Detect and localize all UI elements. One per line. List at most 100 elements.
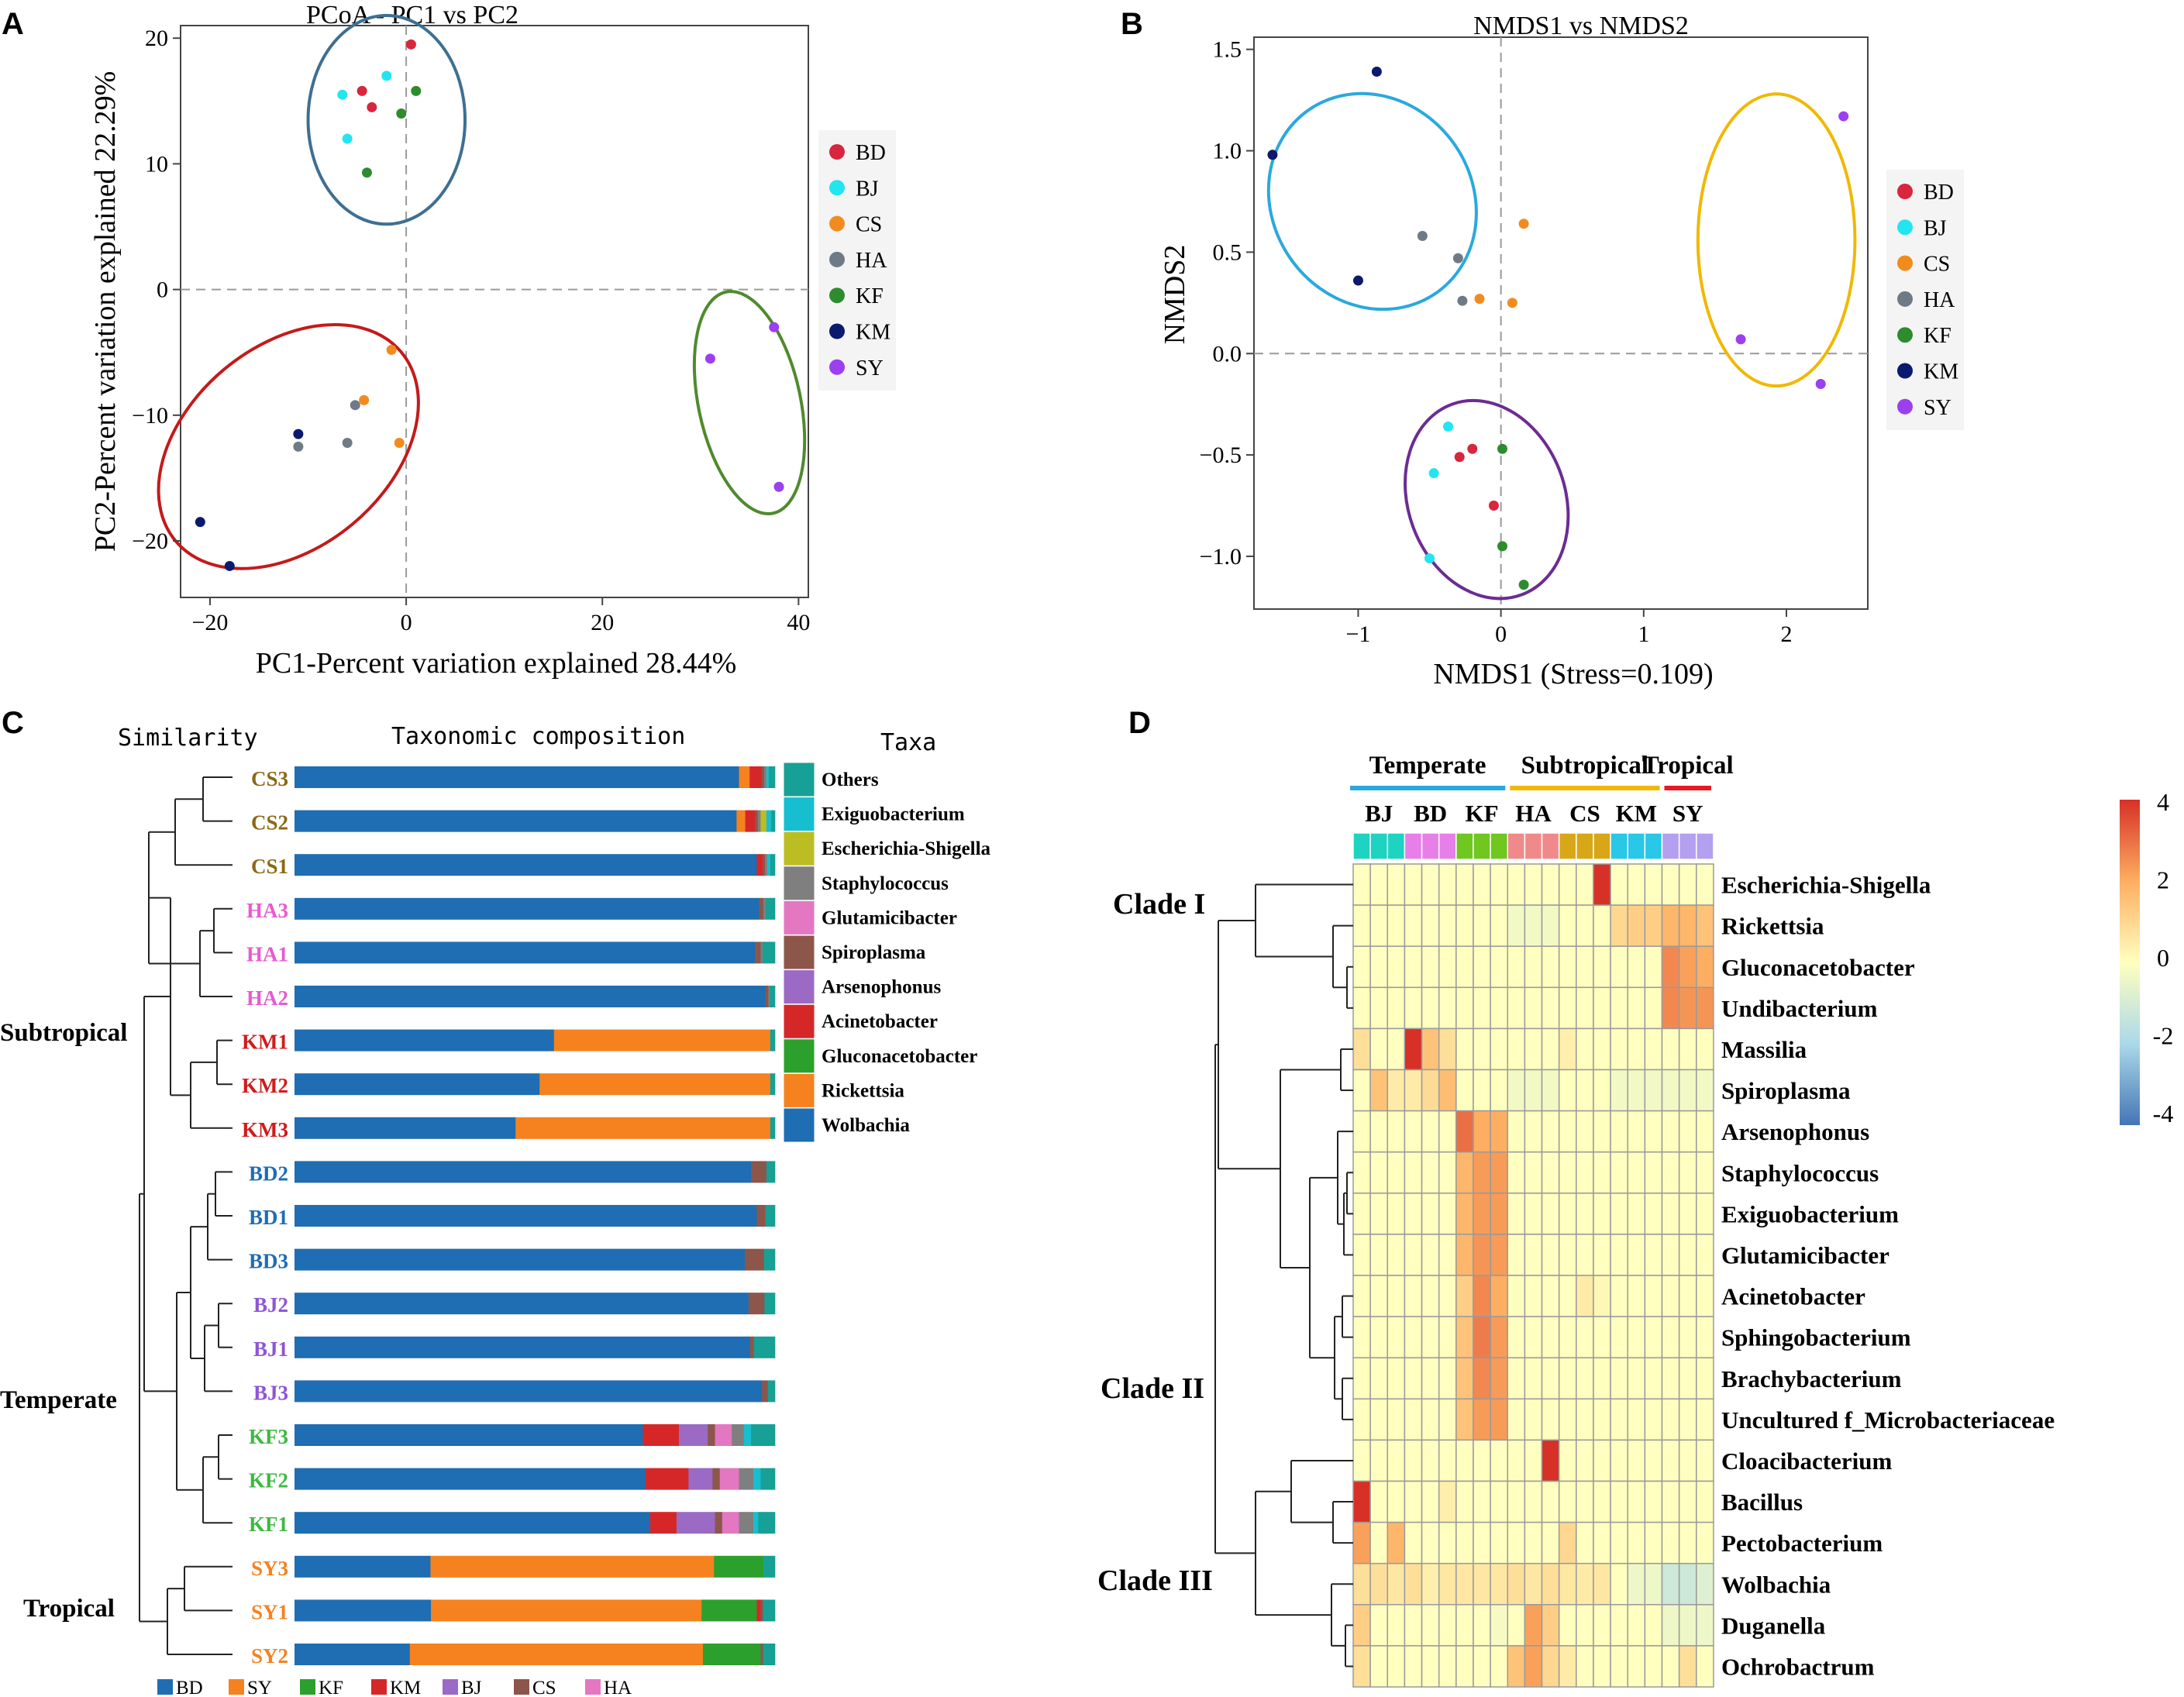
B-point-ha <box>1457 295 1468 306</box>
heatmap-cell <box>1593 1521 1611 1564</box>
heatmap-cell <box>1678 1480 1697 1523</box>
heatmap-cell <box>1507 1521 1526 1564</box>
heatmap-cell <box>1438 1562 1457 1606</box>
bar-segment-gluconacetobacter <box>703 1644 761 1665</box>
heatmap-cell <box>1352 1562 1371 1606</box>
bar-segment-spiroplasma <box>749 1336 755 1358</box>
group-legend-label-sy: SY <box>247 1678 272 1697</box>
B-y-tick-label: 0.5 <box>1213 239 1242 265</box>
heatmap-cell <box>1661 1275 1680 1317</box>
legend-label-ha: HA <box>1924 288 1955 312</box>
region-header-temperate: Temperate <box>1369 752 1486 780</box>
column-color-km <box>1627 832 1646 860</box>
pcoa-plot-frame <box>180 25 809 598</box>
sample-label-sy1: SY1 <box>251 1600 288 1623</box>
bar-segment-spiroplasma <box>751 1161 767 1183</box>
heatmap-cell <box>1696 904 1714 947</box>
bar-segment-rickettsia <box>553 1029 771 1052</box>
legend-key-kf <box>829 287 845 304</box>
bar-segment-acinetobacter <box>745 810 756 832</box>
bar-segment-others <box>770 1117 776 1139</box>
bar-segment-wolbachia <box>295 766 739 788</box>
bar-segment-others <box>764 1293 776 1315</box>
bar-segment-exiguobacterium <box>767 854 771 876</box>
heatmap-cell <box>1558 1027 1577 1071</box>
heatmap-cell <box>1696 1562 1714 1606</box>
group-legend-label-cs: CS <box>532 1678 556 1697</box>
bar-segment-wolbachia <box>295 854 757 876</box>
column-color-cs <box>1558 832 1577 860</box>
heatmap-cell <box>1369 986 1389 1030</box>
heatmap-cell <box>1369 1357 1389 1400</box>
heatmap-cell <box>1421 945 1440 989</box>
bar-segment-exiguobacterium <box>753 1512 759 1534</box>
heatmap-cell <box>1455 904 1474 947</box>
heatmap-cell <box>1473 1316 1491 1358</box>
heatmap-cell <box>1593 1357 1611 1400</box>
column-group-label-bj: BJ <box>1365 800 1393 827</box>
heatmap-cell <box>1627 1069 1646 1112</box>
heatmap-cell <box>1661 986 1680 1030</box>
legend-key-cs <box>1897 255 1913 271</box>
bar-segment-staphylococcus <box>757 810 761 832</box>
heatmap-cell <box>1610 1234 1628 1276</box>
heatmap-cell <box>1507 904 1526 947</box>
heatmap-cell <box>1438 1645 1457 1688</box>
A-point-ha <box>293 441 304 452</box>
heatmap-cell <box>1696 1521 1714 1564</box>
heatmap-cell <box>1421 1439 1440 1482</box>
B-group-ellipse <box>1404 398 1570 601</box>
heatmap-cell <box>1490 1398 1509 1441</box>
heatmap-cell <box>1352 1521 1371 1564</box>
heatmap-cell <box>1507 945 1526 989</box>
bar-segment-spiroplasma <box>760 1599 763 1622</box>
heatmap-cell <box>1541 986 1560 1030</box>
group-legend-label-ha: HA <box>604 1678 632 1697</box>
heatmap-cell <box>1644 1645 1663 1688</box>
heatmap-cell <box>1644 1234 1663 1276</box>
bar-segment-wolbachia <box>295 1161 752 1183</box>
taxa-header: Taxa <box>880 729 936 756</box>
legend-label-bd: BD <box>856 141 886 165</box>
heatmap-cell <box>1678 1193 1697 1235</box>
legend-label-bj: BJ <box>1924 216 1947 240</box>
heatmap-cell <box>1473 945 1491 989</box>
taxa-legend-label-spiroplasma: Spiroplasma <box>822 942 926 963</box>
B-y-tick-label: 1.5 <box>1213 37 1242 63</box>
heatmap-cell <box>1369 1439 1389 1482</box>
heatmap-cell <box>1369 1398 1389 1441</box>
bar-segment-wolbachia <box>295 1468 646 1490</box>
bar-segment-others <box>770 854 776 876</box>
A-y-tick-label: 10 <box>145 151 168 177</box>
heatmap-cell <box>1696 1316 1714 1358</box>
heatmap-cell <box>1644 1562 1663 1606</box>
heatmap-cell <box>1490 1562 1509 1606</box>
colorbar-tick-label: 4 <box>2157 788 2169 816</box>
heatmap-cell <box>1473 1562 1491 1606</box>
taxa-legend-label-gluconacetobacter: Gluconacetobacter <box>822 1046 977 1067</box>
B-point-bd <box>1488 501 1499 511</box>
heatmap-cell <box>1369 863 1389 906</box>
heatmap-row-label: Massilia <box>1721 1036 1807 1063</box>
heatmap-cell <box>1490 945 1509 989</box>
heatmap-cell <box>1387 1645 1406 1688</box>
heatmap-cell <box>1438 1604 1457 1647</box>
column-group-label-km: KM <box>1616 800 1657 827</box>
nmds-plot-frame <box>1253 36 1869 610</box>
heatmap-cell <box>1644 1316 1663 1358</box>
heatmap-cell <box>1644 904 1663 947</box>
heatmap-cell <box>1352 1110 1371 1153</box>
heatmap-cell <box>1627 1398 1646 1441</box>
heatmap-cell <box>1455 863 1474 906</box>
heatmap-cell <box>1661 1480 1680 1523</box>
column-color-cs <box>1576 832 1594 860</box>
taxa-legend-label-acinetobacter: Acinetobacter <box>822 1011 938 1032</box>
bar-segment-others <box>763 1248 776 1271</box>
heatmap-cell <box>1576 1398 1594 1441</box>
heatmap-cell <box>1541 904 1560 947</box>
sample-label-kf1: KF1 <box>249 1513 288 1536</box>
clade-label-2: Clade II <box>1101 1372 1204 1405</box>
heatmap-cell <box>1627 1193 1646 1235</box>
B-y-tick-label: 0.0 <box>1213 341 1242 367</box>
column-group-label-bd: BD <box>1414 800 1447 827</box>
